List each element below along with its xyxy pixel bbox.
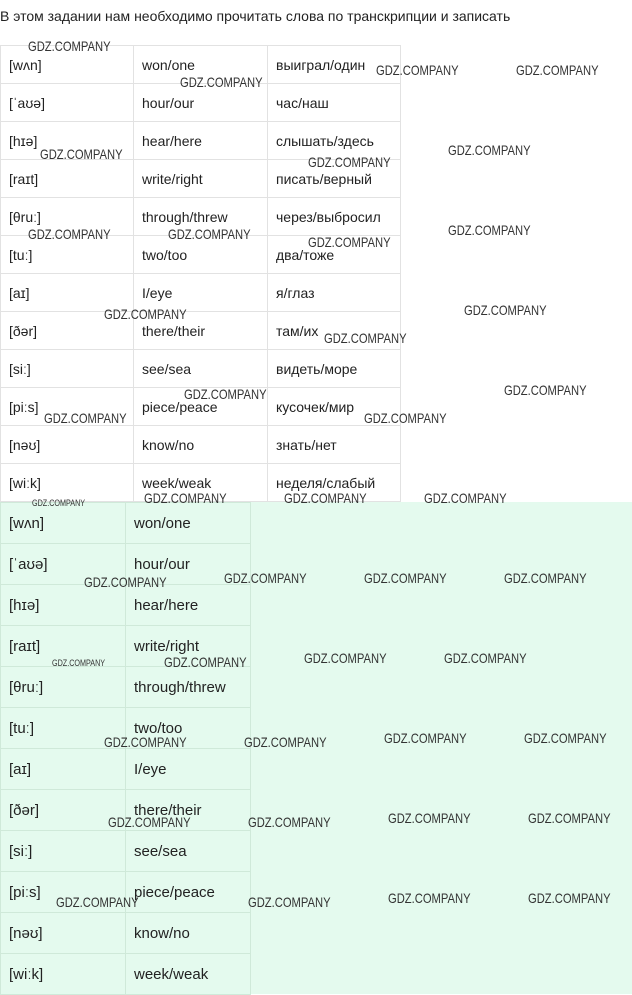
watermark: GDZ.COMPANY bbox=[28, 226, 111, 242]
table-cell: неделя/слабый bbox=[267, 463, 401, 502]
watermark: GDZ.COMPANY bbox=[248, 814, 331, 830]
table-cell: знать/нет bbox=[267, 425, 401, 464]
watermark: GDZ.COMPANY bbox=[104, 734, 187, 750]
watermark: GDZ.COMPANY bbox=[164, 654, 247, 670]
watermark: GDZ.COMPANY bbox=[444, 650, 527, 666]
watermark: GDZ.COMPANY bbox=[184, 386, 267, 402]
table-cell: week/weak bbox=[125, 953, 251, 995]
watermark: GDZ.COMPANY bbox=[424, 490, 507, 506]
heading: В этом задании нам необходимо прочитать … bbox=[0, 8, 511, 24]
watermark: GDZ.COMPANY bbox=[56, 894, 139, 910]
watermark: GDZ.COMPANY bbox=[52, 658, 106, 668]
table-cell: [wʌn] bbox=[0, 502, 126, 544]
watermark: GDZ.COMPANY bbox=[168, 226, 251, 242]
table-cell: я/глаз bbox=[267, 273, 401, 312]
table-cell: [siː] bbox=[0, 830, 126, 872]
table-cell: won/one bbox=[125, 502, 251, 544]
watermark: GDZ.COMPANY bbox=[524, 730, 607, 746]
table-cell: видеть/море bbox=[267, 349, 401, 388]
watermark: GDZ.COMPANY bbox=[224, 570, 307, 586]
watermark: GDZ.COMPANY bbox=[464, 302, 547, 318]
table-cell: hear/here bbox=[125, 584, 251, 626]
table-cell: see/sea bbox=[133, 349, 268, 388]
watermark: GDZ.COMPANY bbox=[44, 410, 127, 426]
watermark: GDZ.COMPANY bbox=[376, 62, 459, 78]
watermark: GDZ.COMPANY bbox=[244, 734, 327, 750]
watermark: GDZ.COMPANY bbox=[384, 730, 467, 746]
table-cell: know/no bbox=[133, 425, 268, 464]
watermark: GDZ.COMPANY bbox=[32, 498, 86, 508]
watermark: GDZ.COMPANY bbox=[528, 810, 611, 826]
table-cell: see/sea bbox=[125, 830, 251, 872]
watermark: GDZ.COMPANY bbox=[504, 382, 587, 398]
table-cell: know/no bbox=[125, 912, 251, 954]
watermark: GDZ.COMPANY bbox=[40, 146, 123, 162]
table-cell: через/выбросил bbox=[267, 197, 401, 236]
table-cell: through/threw bbox=[125, 666, 251, 708]
watermark: GDZ.COMPANY bbox=[108, 814, 191, 830]
watermark: GDZ.COMPANY bbox=[388, 890, 471, 906]
table-cell: piece/peace bbox=[125, 871, 251, 913]
watermark: GDZ.COMPANY bbox=[144, 490, 227, 506]
watermark: GDZ.COMPANY bbox=[304, 650, 387, 666]
watermark: GDZ.COMPANY bbox=[448, 222, 531, 238]
table-cell: [aɪ] bbox=[0, 748, 126, 790]
table-cell: [wiːk] bbox=[0, 953, 126, 995]
watermark: GDZ.COMPANY bbox=[308, 234, 391, 250]
table-cell: [siː] bbox=[0, 349, 134, 388]
table-cell: [θruː] bbox=[0, 666, 126, 708]
table-cell: [ˈaʊə] bbox=[0, 83, 134, 122]
table-cell: hear/here bbox=[133, 121, 268, 160]
watermark: GDZ.COMPANY bbox=[84, 574, 167, 590]
table-cell: [nəʊ] bbox=[0, 912, 126, 954]
watermark: GDZ.COMPANY bbox=[528, 890, 611, 906]
watermark: GDZ.COMPANY bbox=[516, 62, 599, 78]
watermark: GDZ.COMPANY bbox=[324, 330, 407, 346]
watermark: GDZ.COMPANY bbox=[308, 154, 391, 170]
table-cell: [hɪə] bbox=[0, 584, 126, 626]
table-cell: час/наш bbox=[267, 83, 401, 122]
watermark: GDZ.COMPANY bbox=[504, 570, 587, 586]
table-cell: [nəʊ] bbox=[0, 425, 134, 464]
watermark: GDZ.COMPANY bbox=[180, 74, 263, 90]
watermark: GDZ.COMPANY bbox=[364, 570, 447, 586]
watermark: GDZ.COMPANY bbox=[284, 490, 367, 506]
table-cell: [wiːk] bbox=[0, 463, 134, 502]
watermark: GDZ.COMPANY bbox=[364, 410, 447, 426]
watermark: GDZ.COMPANY bbox=[388, 810, 471, 826]
watermark: GDZ.COMPANY bbox=[28, 38, 111, 54]
table-cell: I/eye bbox=[125, 748, 251, 790]
watermark: GDZ.COMPANY bbox=[248, 894, 331, 910]
table-cell: write/right bbox=[133, 159, 268, 198]
watermark: GDZ.COMPANY bbox=[104, 306, 187, 322]
table-cell: [raɪt] bbox=[0, 159, 134, 198]
watermark: GDZ.COMPANY bbox=[448, 142, 531, 158]
